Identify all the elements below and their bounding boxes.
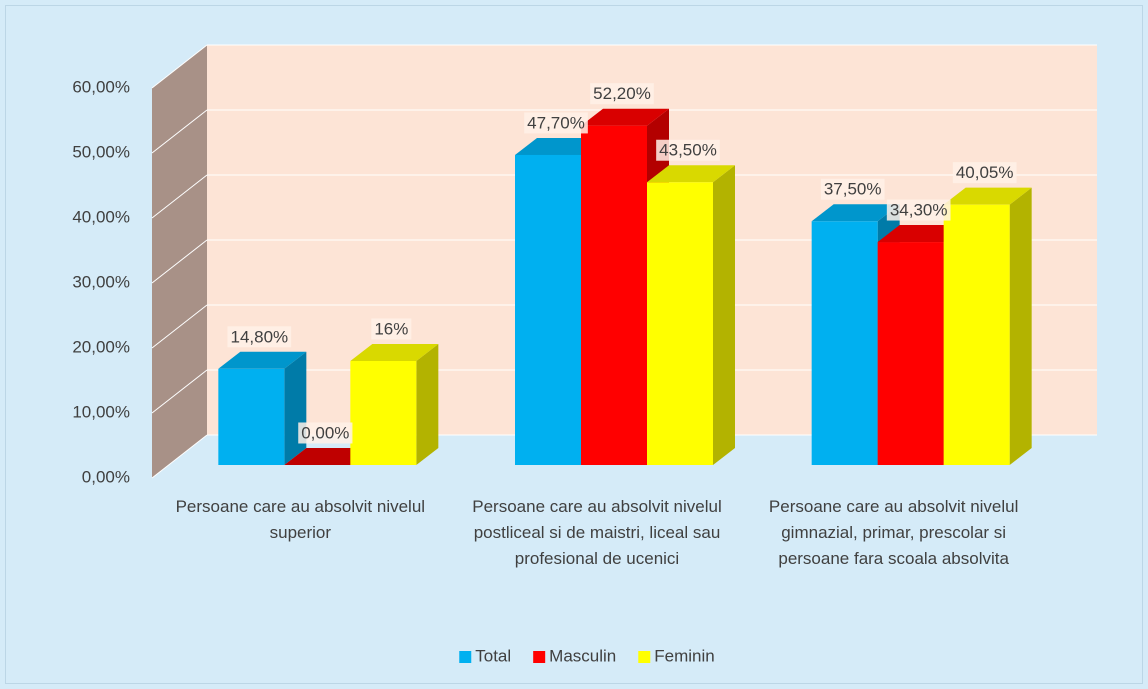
bar	[943, 204, 1010, 466]
value-label-bg	[820, 178, 885, 200]
bar-side	[713, 165, 735, 465]
bar-top	[581, 108, 669, 126]
value-label-bg	[656, 139, 720, 161]
x-tick-label: Persoane care au absolvit nivelul postli…	[472, 497, 722, 568]
legend-label: Total	[475, 646, 511, 665]
y-tick-label: 40,00%	[72, 207, 130, 226]
y-tick-label: 10,00%	[72, 402, 130, 421]
value-label-bg	[524, 112, 588, 134]
x-tick-label: Persoane care au absolvit nivelul superi…	[175, 497, 426, 542]
value-label-bg	[952, 162, 1017, 184]
value-label: 47,70%	[527, 113, 585, 132]
value-label: 37,50%	[824, 180, 882, 199]
grid-line	[151, 109, 208, 154]
y-tick-label: 60,00%	[72, 77, 130, 96]
bar-top	[943, 187, 1032, 205]
y-tick-label: 20,00%	[72, 337, 130, 356]
bar-top	[811, 204, 900, 222]
value-label-bg	[227, 326, 292, 348]
bar	[647, 182, 713, 465]
value-label: 40,05%	[956, 163, 1014, 182]
bar-top	[350, 344, 439, 361]
bar-side	[1009, 187, 1032, 466]
legend-swatch	[638, 651, 651, 663]
chart-border	[5, 5, 1143, 684]
legend-swatch	[459, 651, 472, 663]
grid-line	[151, 304, 208, 349]
y-tick-label: 0,00%	[82, 467, 130, 486]
value-label: 0,00%	[301, 423, 349, 442]
bar	[218, 368, 285, 465]
legend-swatch	[533, 651, 546, 663]
bar	[581, 125, 647, 465]
grid-line	[151, 174, 208, 219]
bar	[877, 242, 944, 465]
bar	[350, 361, 417, 465]
y-tick-label: 30,00%	[72, 272, 130, 291]
value-label-bg	[371, 318, 412, 340]
bar-side	[416, 344, 439, 465]
bar-side	[284, 351, 307, 465]
legend-label: Feminin	[654, 646, 714, 665]
grid-line	[151, 239, 208, 284]
value-label-bg	[298, 422, 353, 444]
value-label: 14,80%	[230, 327, 288, 346]
value-label: 34,30%	[890, 201, 948, 220]
x-tick-label: Persoane care au absolvit nivelul gimnaz…	[768, 497, 1019, 568]
value-label: 43,50%	[659, 141, 717, 160]
grid-line	[151, 369, 208, 414]
legend-label: Masculin	[549, 646, 616, 665]
grid-line	[151, 44, 208, 89]
bar-top	[647, 165, 735, 183]
value-label: 16%	[374, 319, 408, 338]
value-label-bg	[590, 83, 654, 105]
grid-line	[151, 434, 208, 479]
bar-top	[218, 351, 307, 369]
bar	[515, 154, 581, 465]
bar	[811, 221, 878, 465]
value-label-bg	[886, 199, 951, 221]
value-label: 52,20%	[593, 84, 651, 103]
y-tick-label: 50,00%	[72, 142, 130, 161]
